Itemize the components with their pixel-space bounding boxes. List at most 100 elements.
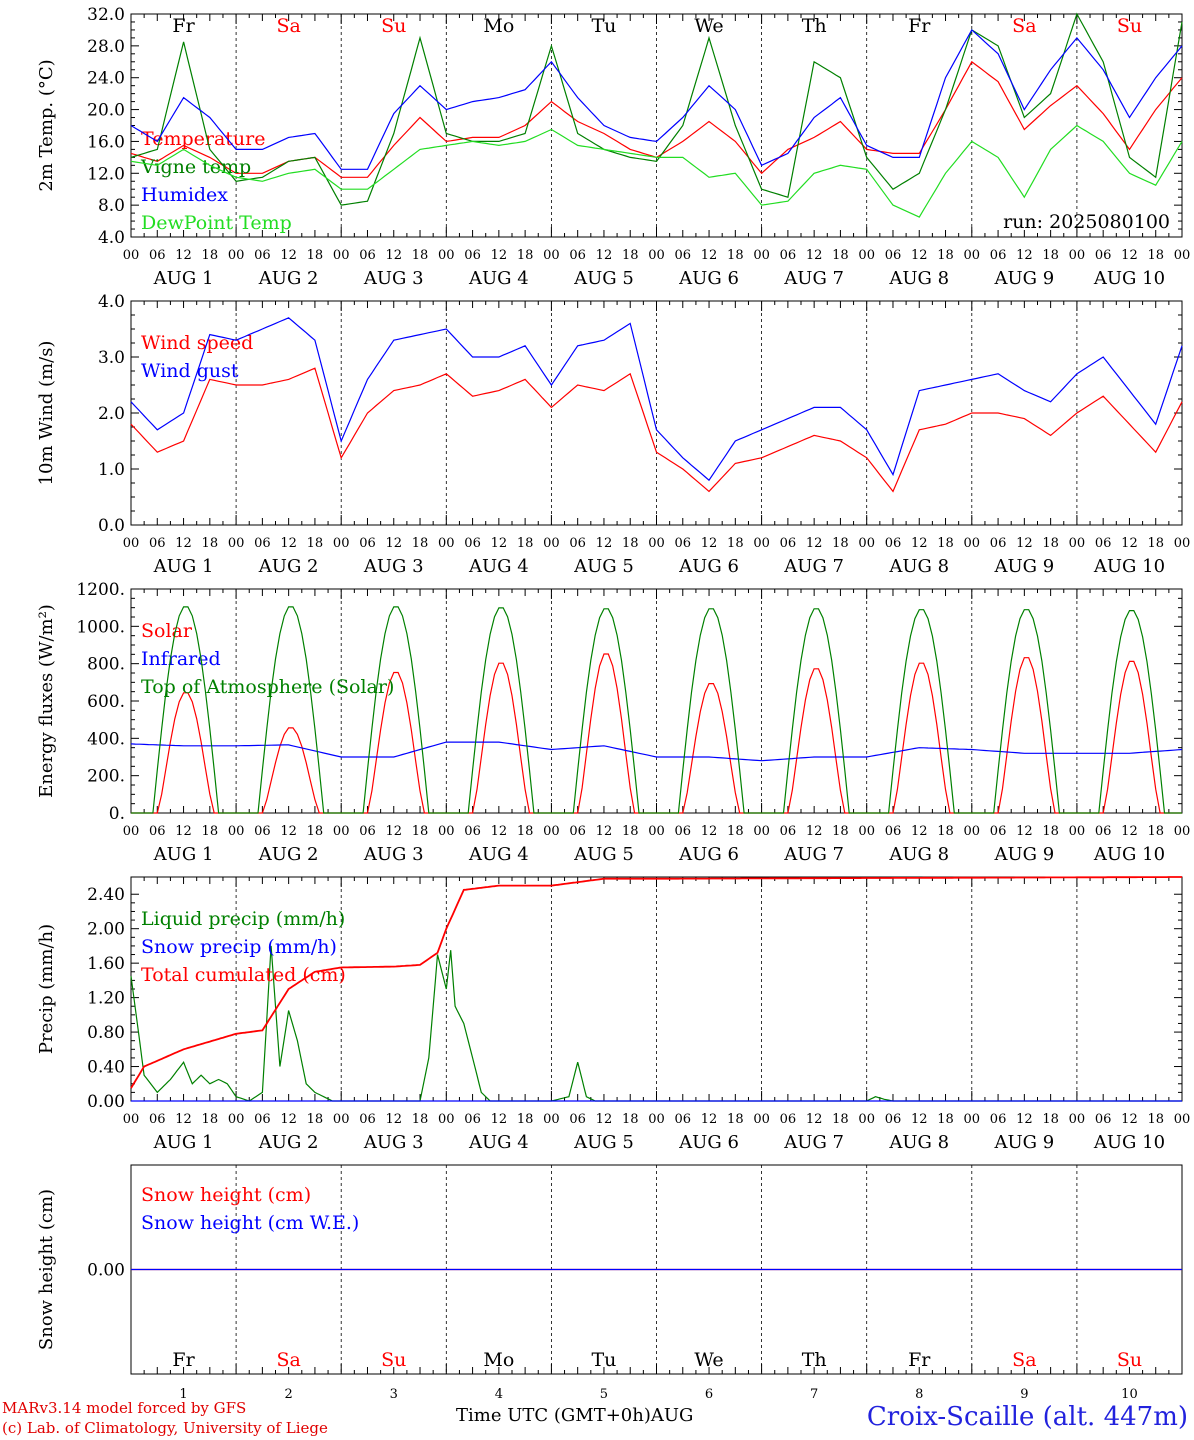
date-label: AUG 4 [468,844,529,865]
hour-label: 00 [648,824,665,839]
hour-label: 12 [1016,824,1033,839]
hour-label: 18 [202,1112,219,1127]
hour-label: 00 [438,248,455,263]
date-label: AUG 2 [258,844,319,865]
hour-label: 06 [254,824,271,839]
hour-label: 06 [1095,536,1112,551]
hour-label: 00 [858,1112,875,1127]
day-number-label: 10 [1121,1387,1138,1402]
series-line-2 [130,317,1183,482]
hour-label: 06 [569,1112,586,1127]
hour-label: 18 [517,824,534,839]
hour-label: 06 [990,248,1007,263]
hour-label: 06 [359,1112,376,1127]
hour-label: 18 [832,824,849,839]
y-tick-label: 32.0 [87,5,125,25]
y-tick-label: 20.0 [87,101,125,121]
date-label: AUG 5 [573,556,634,577]
month-label: AUG [650,1405,694,1426]
hour-label: 18 [517,1112,534,1127]
station-name: Croix-Scaille (alt. 447m) [866,1402,1188,1432]
hour-label: 06 [464,824,481,839]
hour-label: 00 [1069,824,1086,839]
hour-label: 00 [753,1112,770,1127]
hour-label: 12 [911,536,928,551]
y-axis-title: 10m Wind (m/s) [36,341,57,486]
day-name-label: Mo [483,1349,514,1371]
hour-label: 00 [228,248,245,263]
day-name-label: Tu [591,1349,616,1371]
run-label: run: 2025080100 [1003,211,1170,233]
hour-label: 00 [858,536,875,551]
hour-label: 18 [937,248,954,263]
y-tick-label: 28.0 [87,37,125,57]
hour-label: 00 [964,824,981,839]
hour-label: 00 [333,248,350,263]
hour-label: 00 [438,1112,455,1127]
y-tick-label: 3.0 [98,348,125,368]
hour-label: 12 [280,536,297,551]
hour-label: 12 [175,536,192,551]
hour-label: 18 [202,248,219,263]
legend-entry: Wind gust [141,360,239,382]
day-number-label: 5 [600,1387,608,1402]
day-name-label: Sa [276,1349,300,1371]
hour-label: 06 [675,1112,692,1127]
legend-entry: DewPoint Temp [141,212,292,234]
hour-label: 06 [254,1112,271,1127]
footer-credits: MARv3.14 model forced by GFS (c) Lab. of… [2,1398,328,1438]
hour-label: 18 [517,248,534,263]
y-tick-label: 1200. [76,580,125,600]
hour-label: 00 [648,1112,665,1127]
hour-label: 18 [727,248,744,263]
date-label: AUG 7 [783,844,844,865]
date-label: AUG 4 [468,268,529,289]
y-tick-label: 800. [87,655,125,675]
legend-entry: Total cumulated (cm) [141,964,346,986]
y-tick-label: 200. [87,767,125,787]
hour-label: 18 [832,1112,849,1127]
hour-label: 06 [780,1112,797,1127]
y-axis-title: Precip (mm/h) [36,924,57,1054]
hour-label: 00 [228,1112,245,1127]
day-number-label: 3 [390,1387,398,1402]
hour-label: 00 [543,824,560,839]
hour-label: 06 [990,536,1007,551]
day-number-label: 8 [915,1387,923,1402]
hour-label: 12 [385,1112,402,1127]
series-line-3 [131,606,1182,814]
date-label: AUG 8 [888,1132,949,1153]
hour-label: 12 [385,248,402,263]
day-number-label: 7 [810,1387,818,1402]
hour-label: 12 [596,536,613,551]
hour-label: 12 [1016,248,1033,263]
hour-label: 00 [753,824,770,839]
hour-label: 12 [1016,536,1033,551]
hour-label: 06 [780,824,797,839]
day-name-label: Fr [908,1349,931,1371]
hour-label: 06 [359,536,376,551]
y-tick-label: 0.00 [87,1092,125,1112]
date-label: AUG 3 [363,268,424,289]
hour-label: 12 [280,1112,297,1127]
hour-label: 00 [228,824,245,839]
day-name-label: Sa [276,15,300,37]
legend-entry: Temperature [141,128,265,150]
hour-label: 18 [1147,536,1164,551]
hour-label: 00 [858,248,875,263]
y-tick-label: 1000. [76,617,125,637]
hour-label: 06 [254,248,271,263]
day-name-label: Su [381,1349,406,1371]
day-number-label: 9 [1020,1387,1028,1402]
hour-label: 06 [464,536,481,551]
hour-label: 06 [359,824,376,839]
hour-label: 18 [727,1112,744,1127]
model-credit: MARv3.14 model forced by GFS [2,1399,247,1417]
hour-label: 00 [1174,1112,1191,1127]
y-tick-label: 8.0 [98,196,125,216]
date-label: AUG 4 [468,556,529,577]
y-tick-label: 4.0 [98,292,125,312]
hour-label: 00 [858,824,875,839]
hour-label: 00 [543,1112,560,1127]
y-tick-label: 24.0 [87,69,125,89]
